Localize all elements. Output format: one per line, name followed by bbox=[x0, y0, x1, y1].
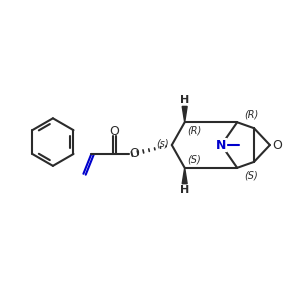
Text: (R): (R) bbox=[188, 125, 202, 135]
Text: (S): (S) bbox=[244, 171, 258, 181]
Text: H: H bbox=[180, 184, 189, 195]
Text: (S): (S) bbox=[188, 155, 201, 165]
Text: O: O bbox=[109, 125, 119, 138]
Text: (R): (R) bbox=[244, 109, 258, 119]
Text: H: H bbox=[180, 95, 189, 106]
Text: (s): (s) bbox=[156, 138, 169, 148]
Text: O: O bbox=[272, 139, 282, 152]
Polygon shape bbox=[182, 106, 187, 122]
Polygon shape bbox=[182, 168, 187, 184]
Text: O: O bbox=[129, 148, 139, 160]
Text: N: N bbox=[216, 139, 226, 152]
